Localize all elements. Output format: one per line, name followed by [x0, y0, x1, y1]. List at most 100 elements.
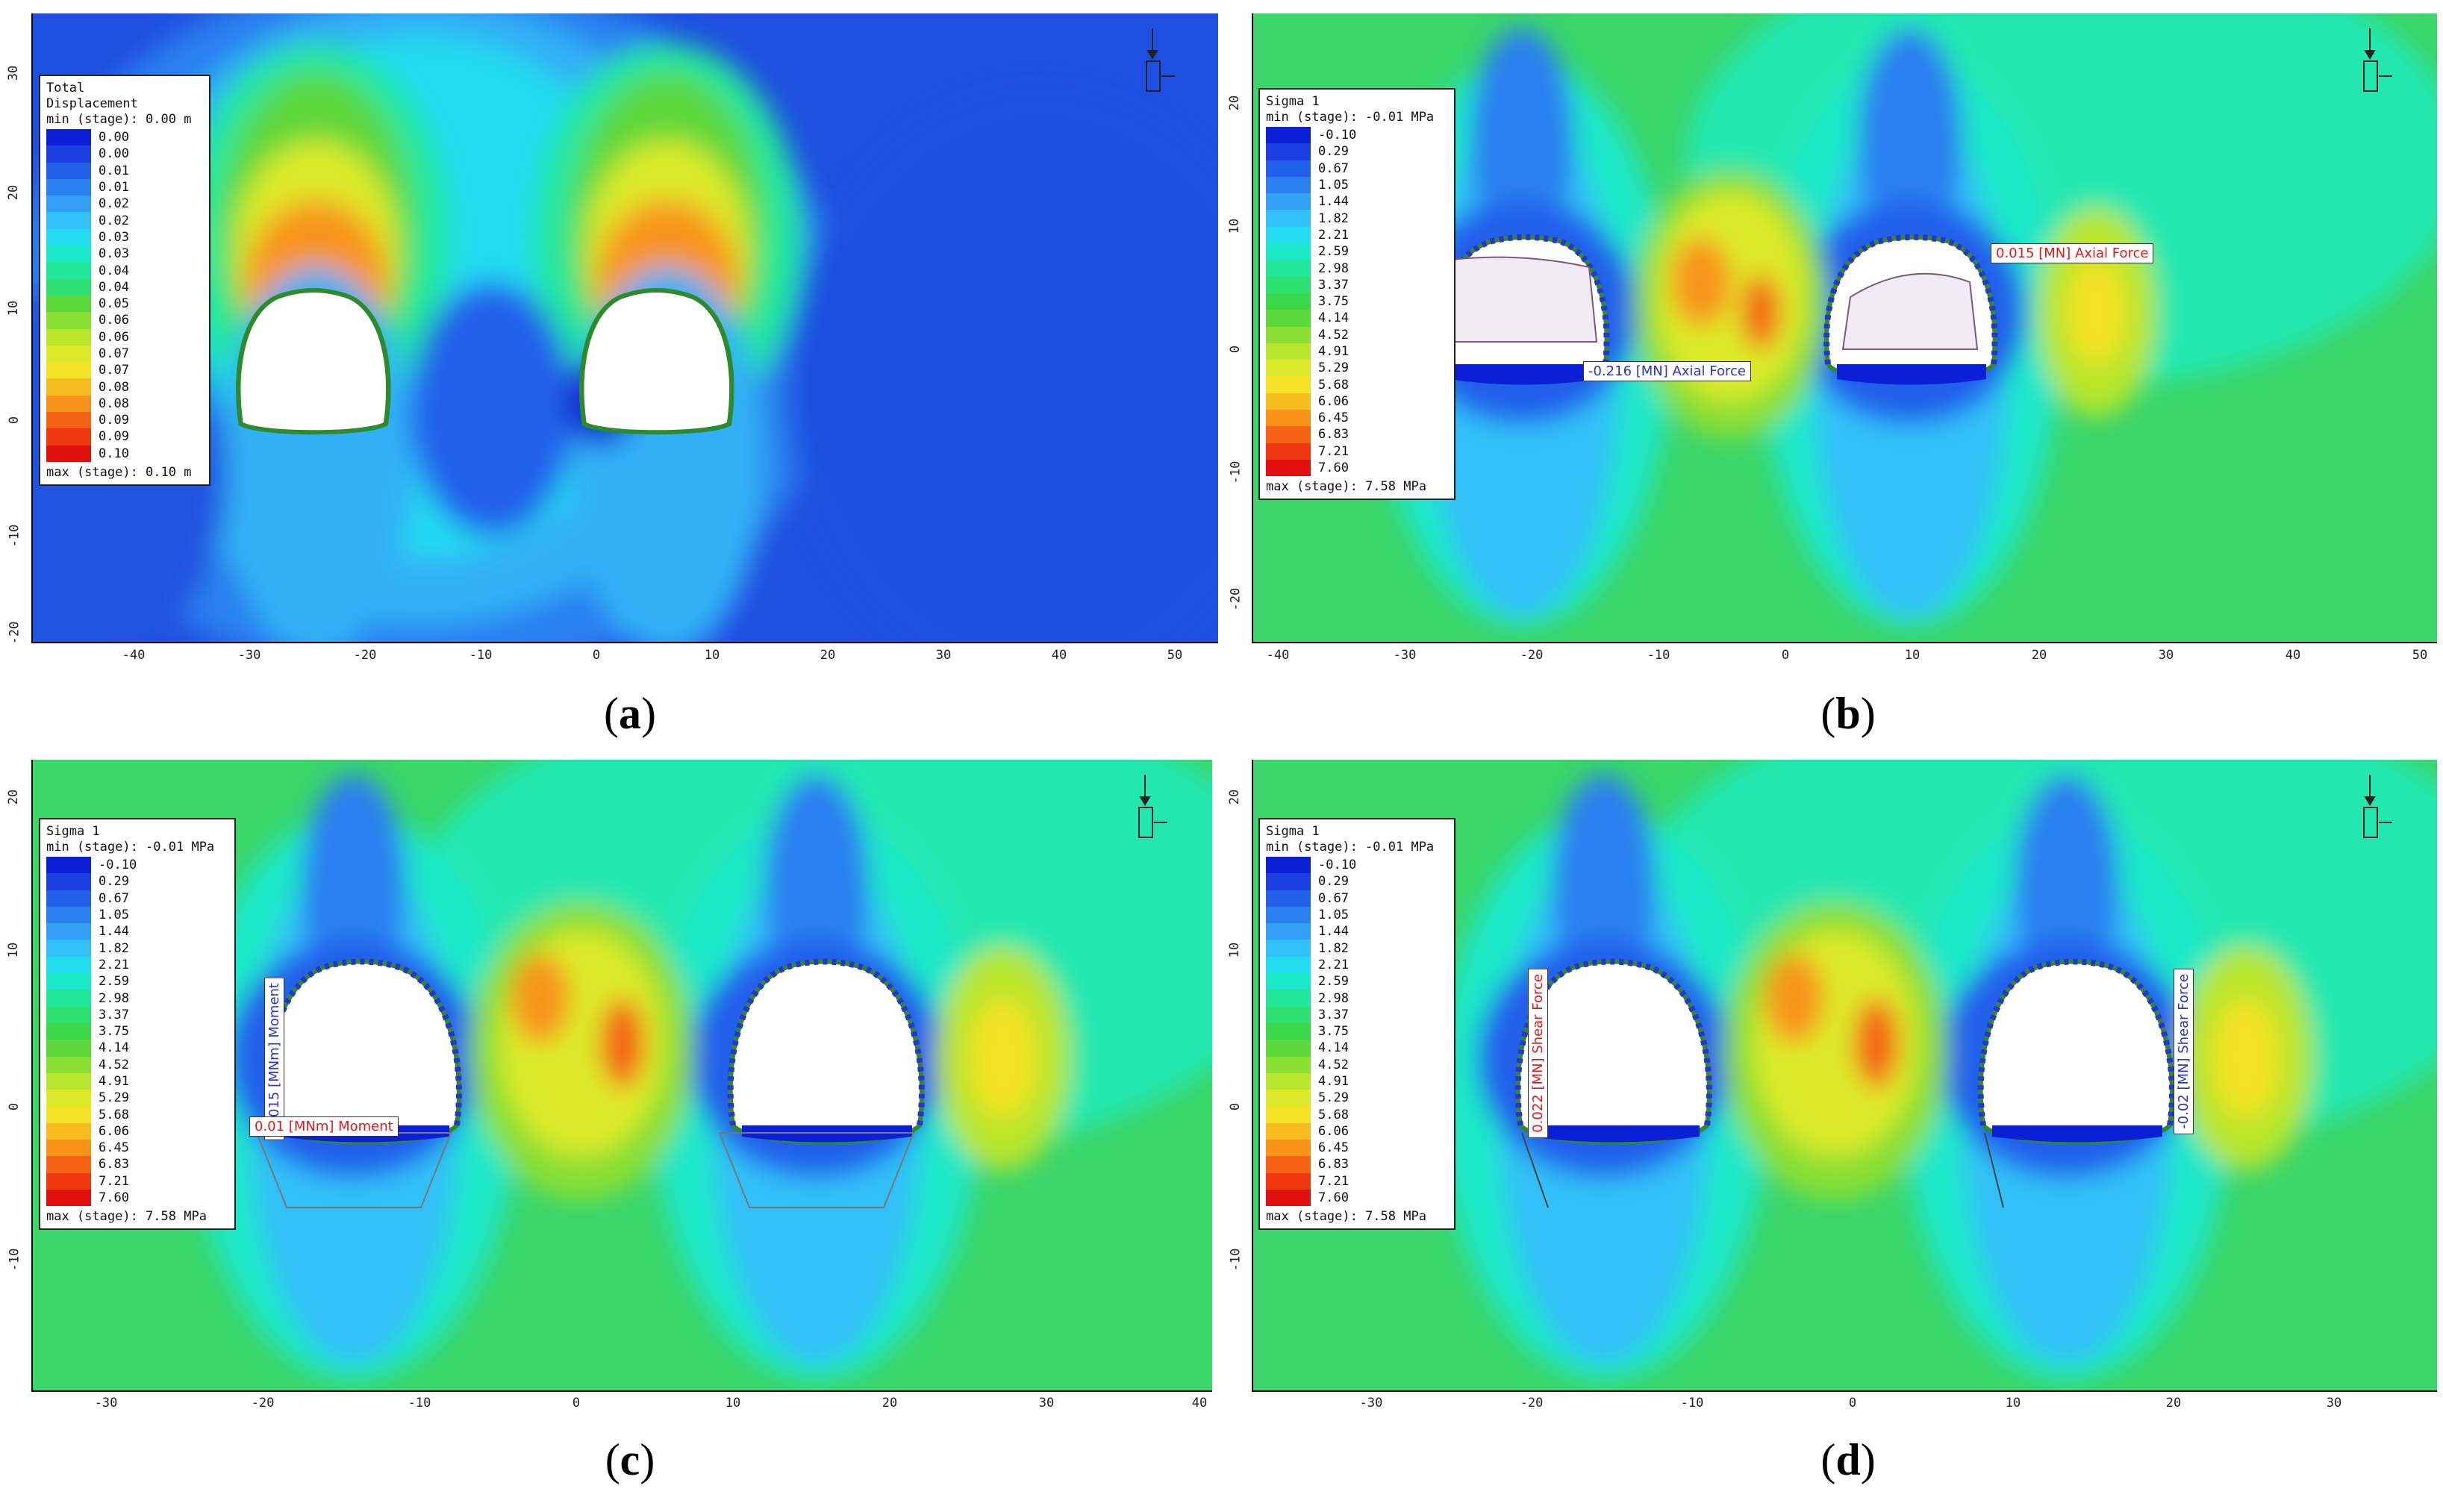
legend-row: 4.52	[1266, 1056, 1448, 1073]
x-tick: -10	[1680, 1396, 1704, 1411]
legend-value: 6.06	[1318, 1123, 1349, 1139]
y-tick: 10	[6, 942, 22, 958]
legend-value: 0.01	[99, 180, 129, 196]
legend-swatch	[1266, 1106, 1311, 1123]
legend-swatch	[46, 212, 91, 229]
legend-swatch	[46, 1072, 91, 1090]
legend-swatch	[1266, 127, 1311, 144]
legend-value: 0.01	[99, 163, 129, 178]
legend-value: 0.04	[99, 279, 129, 295]
y-tick: -10	[1228, 460, 1244, 484]
legend-swatch	[1266, 459, 1311, 477]
legend-swatch	[46, 278, 91, 296]
x-tick: 20	[882, 1396, 898, 1411]
legend-swatch	[1266, 1156, 1311, 1173]
legend-swatch	[46, 857, 91, 874]
legend-row: 5.68	[46, 1106, 228, 1123]
legend-row: 4.52	[1266, 326, 1448, 343]
legend-swatch	[1266, 210, 1311, 227]
legend-value: 0.29	[1318, 144, 1349, 160]
tunnel-left-b	[1435, 234, 1610, 385]
tunnel-right-d	[1977, 958, 2175, 1208]
legend-swatch	[46, 1006, 91, 1023]
legend-row: 3.37	[46, 1006, 228, 1023]
legend-swatch	[46, 178, 91, 196]
legend-value: 0.67	[99, 890, 129, 906]
legend-row: 2.21	[46, 956, 228, 974]
legend-swatch	[46, 1090, 91, 1107]
legend-value: 4.14	[1318, 310, 1349, 326]
legend-row: 3.37	[1266, 276, 1448, 293]
legend-value: 5.68	[1318, 1107, 1349, 1122]
legend-value: 2.98	[1318, 990, 1349, 1006]
legend-row: 0.08	[46, 395, 203, 413]
legend-swatch	[46, 940, 91, 957]
legend-value: 4.52	[99, 1057, 129, 1072]
legend-value: 3.37	[99, 1007, 129, 1022]
legend-value: 4.91	[99, 1074, 129, 1089]
legend-scale: -0.10 0.29 0.67 1.05 1.44 1.82 2.21 2.59 2.98 3.3…	[1260, 125, 1454, 478]
legend-swatch	[1266, 443, 1311, 460]
legend-row: 1.05	[1266, 176, 1448, 194]
legend-swatch	[46, 295, 91, 313]
legend-row: 5.68	[1266, 376, 1448, 393]
legend-value: 6.83	[1318, 1157, 1349, 1172]
legend-row: 0.07	[46, 345, 203, 363]
x-tick: 10	[704, 648, 720, 663]
legend-row: 6.06	[46, 1122, 228, 1140]
legend-value: 2.59	[1318, 244, 1349, 260]
legend-value: 0.06	[99, 329, 129, 345]
legend-value: 5.68	[99, 1107, 129, 1122]
legend-row: 0.01	[46, 162, 203, 179]
legend-value: 5.29	[1318, 360, 1349, 376]
legend-swatch	[46, 196, 91, 213]
y-tick: 10	[6, 300, 22, 316]
legend-row: 7.21	[1266, 443, 1448, 460]
legend-row: 0.29	[1266, 143, 1448, 160]
legend-value: 1.44	[1318, 194, 1349, 210]
legend-row: 0.04	[46, 278, 203, 296]
legend-swatch	[1266, 1006, 1311, 1023]
legend-row: 0.29	[1266, 873, 1448, 890]
legend-swatch	[46, 1022, 91, 1040]
legend-row: 6.06	[1266, 393, 1448, 410]
legend-max: max (stage): 7.58 MPa	[46, 1209, 207, 1225]
legend-row: 6.45	[1266, 1140, 1448, 1157]
legend-row: 0.08	[46, 378, 203, 396]
legend-value: 6.06	[99, 1123, 129, 1139]
y-tick: 0	[7, 1102, 22, 1111]
support-symbol-icon	[1146, 28, 1175, 92]
caption-a: (a)	[604, 689, 656, 738]
legend-value: 2.59	[1318, 974, 1349, 990]
legend-row: 0.67	[1266, 160, 1448, 177]
x-tick: -20	[353, 648, 377, 663]
legend-swatch	[46, 262, 91, 279]
legend-row: 0.07	[46, 362, 203, 379]
legend-row: 7.21	[1266, 1172, 1448, 1190]
legend-row: 3.75	[1266, 293, 1448, 310]
legend-swatch	[46, 246, 91, 263]
x-tick: -20	[1520, 648, 1544, 663]
y-axis-b: 20 10 0 -10 -20	[1224, 13, 1251, 642]
legend-value: 0.67	[1318, 160, 1349, 176]
legend-swatch	[1266, 160, 1311, 177]
x-tick: 40	[1191, 1396, 1208, 1411]
x-tick: 10	[1904, 648, 1921, 663]
legend-swatch	[1266, 226, 1311, 244]
legend-row: 6.06	[1266, 1122, 1448, 1140]
legend-row: 2.98	[1266, 990, 1448, 1007]
x-tick: 50	[1167, 648, 1183, 663]
legend-row: 3.75	[1266, 1022, 1448, 1040]
legend-swatch	[46, 906, 91, 924]
y-axis-c: 20 10 0 -10	[3, 760, 30, 1390]
legend-swatch	[1266, 1140, 1311, 1157]
x-tick: 30	[2158, 648, 2174, 663]
x-tick: 0	[1848, 1396, 1857, 1411]
x-tick: 0	[572, 1396, 581, 1411]
legend-row: 1.44	[1266, 923, 1448, 940]
legend-row: 6.45	[46, 1140, 228, 1157]
tunnel-right-a	[579, 288, 734, 435]
legend-row: 3.37	[1266, 1006, 1448, 1023]
legend-title: Sigma 1 min (stage): -0.01 MPa	[46, 824, 215, 855]
legend-swatch	[1266, 857, 1311, 874]
